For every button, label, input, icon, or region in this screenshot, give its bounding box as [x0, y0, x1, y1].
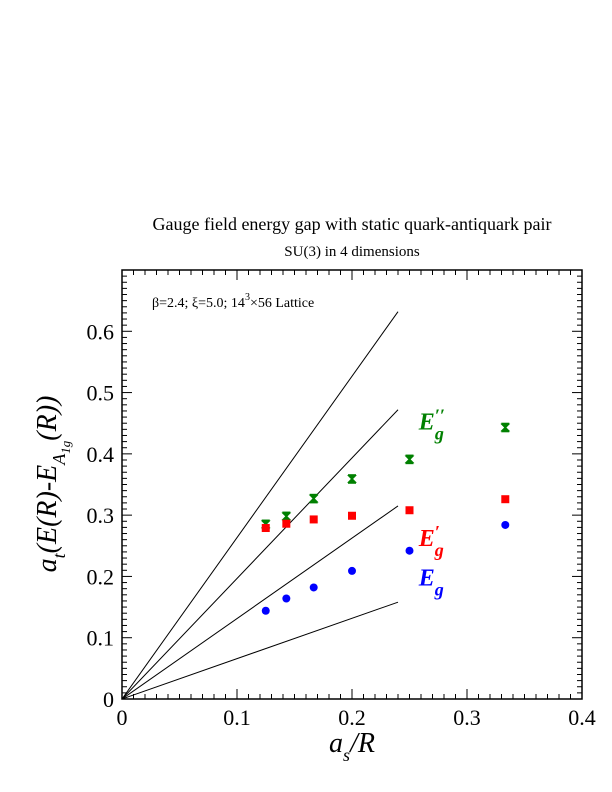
reference-line: [121, 601, 399, 700]
data-point-eg-double-prime: [500, 422, 511, 433]
y-tick-label: 0: [103, 687, 114, 712]
data-point-eg-prime: [282, 519, 291, 528]
x-axis-label: as/R: [329, 728, 375, 765]
x-tick-label: 0.2: [338, 705, 366, 730]
data-point-eg-double-prime: [308, 493, 319, 504]
plot-frame: [121, 269, 583, 700]
data-point-eg: [501, 520, 510, 529]
data-point-eg-double-prime: [347, 474, 357, 484]
reference-line: [121, 409, 399, 700]
x-tick-label: 0: [117, 705, 128, 730]
y-tick-label: 0.5: [87, 381, 115, 406]
y-tick-label: 0.3: [87, 503, 115, 528]
x-tick-label: 0.3: [453, 705, 481, 730]
data-point-eg-prime: [261, 524, 270, 533]
y-tick-label: 0.6: [87, 319, 115, 344]
data-point-eg: [405, 546, 414, 555]
x-tick-labels: 0 0.1 0.2 0.3 0.4: [117, 705, 596, 730]
y-tick-label: 0.1: [87, 626, 115, 651]
series-label: E′′ g: [418, 405, 445, 443]
reference-lines: [121, 311, 399, 700]
y-tick-label: 0.4: [87, 442, 115, 467]
reference-line: [121, 505, 399, 700]
data-point-eg-double-prime: [404, 454, 415, 465]
lattice-annotation: β=2.4; ξ=5.0; 143×56 Lattice: [152, 292, 314, 311]
data-point-eg-prime: [501, 495, 510, 504]
reference-line: [121, 311, 399, 700]
data-point-eg: [261, 606, 270, 615]
data-markers: [260, 422, 511, 615]
data-point-eg: [282, 594, 291, 603]
y-axis-label: at(E(R)-EA1g(R)): [32, 396, 73, 573]
y-tick-labels: 0 0.1 0.2 0.3 0.4 0.5 0.6: [87, 319, 115, 712]
y-tick-label: 0.2: [87, 564, 115, 589]
series-labels: E′′ g E′ g Eg: [418, 405, 445, 599]
data-point-eg: [309, 583, 318, 592]
axis-ticks: [121, 269, 583, 700]
data-point-eg: [348, 566, 356, 575]
data-point-eg-double-prime: [281, 511, 292, 522]
data-point-eg-prime: [309, 515, 318, 524]
series-label: E′ g: [418, 522, 444, 560]
series-label: Eg: [418, 566, 444, 600]
x-tick-label: 0.1: [223, 705, 251, 730]
data-point-eg-prime: [405, 506, 414, 515]
chart-subtitle: SU(3) in 4 dimensions: [284, 244, 420, 260]
data-point-eg-prime: [348, 511, 356, 520]
chart-title: Gauge field energy gap with static quark…: [152, 214, 551, 234]
x-tick-label: 0.4: [568, 705, 596, 730]
